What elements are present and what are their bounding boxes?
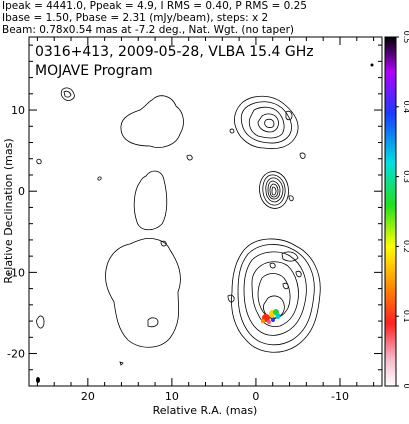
header-line-2: Ibase = 1.50, Pbase = 2.31 (mJy/beam), s…	[2, 12, 269, 24]
chart-title: 0316+413, 2009-05-28, VLBA 15.4 GHz	[35, 44, 314, 60]
x-tick-label: -10	[331, 390, 349, 403]
colorbar-tick-label: 0	[402, 383, 409, 388]
colorbar	[384, 36, 397, 387]
y-tick-label: 0	[18, 185, 25, 198]
beam-ellipse	[36, 377, 40, 383]
corner-marker	[370, 63, 374, 67]
x-tick-label: 0	[252, 390, 259, 403]
colorbar-tick-label: 0.4	[402, 100, 409, 113]
colorbar-tick-label: 0.5	[402, 31, 409, 44]
axis-ticks: 20 10 0 -10 10 0 -10 -20	[7, 37, 382, 403]
colorbar-ticks: 0 0.1 0.2 0.3 0.4 0.5	[396, 31, 409, 389]
colorbar-tick-label: 0.2	[402, 240, 409, 253]
x-axis-label: Relative R.A. (mas)	[153, 404, 258, 417]
y-tick-label: -20	[7, 348, 25, 361]
y-tick-label: -10	[7, 266, 25, 279]
plot-frame	[28, 36, 383, 387]
header-line-3: Beam: 0.78x0.54 mas at -7.2 deg., Nat. W…	[2, 24, 295, 36]
x-tick-label: 10	[165, 390, 179, 403]
header-line-1: Ipeak = 4441.0, Ppeak = 4.9, I RMS = 0.4…	[2, 0, 307, 12]
y-tick-label: 10	[11, 104, 25, 117]
contour-lines	[36, 87, 321, 366]
colorbar-tick-label: 0.3	[402, 170, 409, 183]
colorbar-tick-label: 0.1	[402, 310, 409, 323]
x-tick-label: 20	[81, 390, 95, 403]
polarization-patches	[261, 309, 281, 324]
chart-subtitle: MOJAVE Program	[35, 63, 153, 79]
y-axis-label: Relative Declination (mas)	[2, 138, 15, 283]
